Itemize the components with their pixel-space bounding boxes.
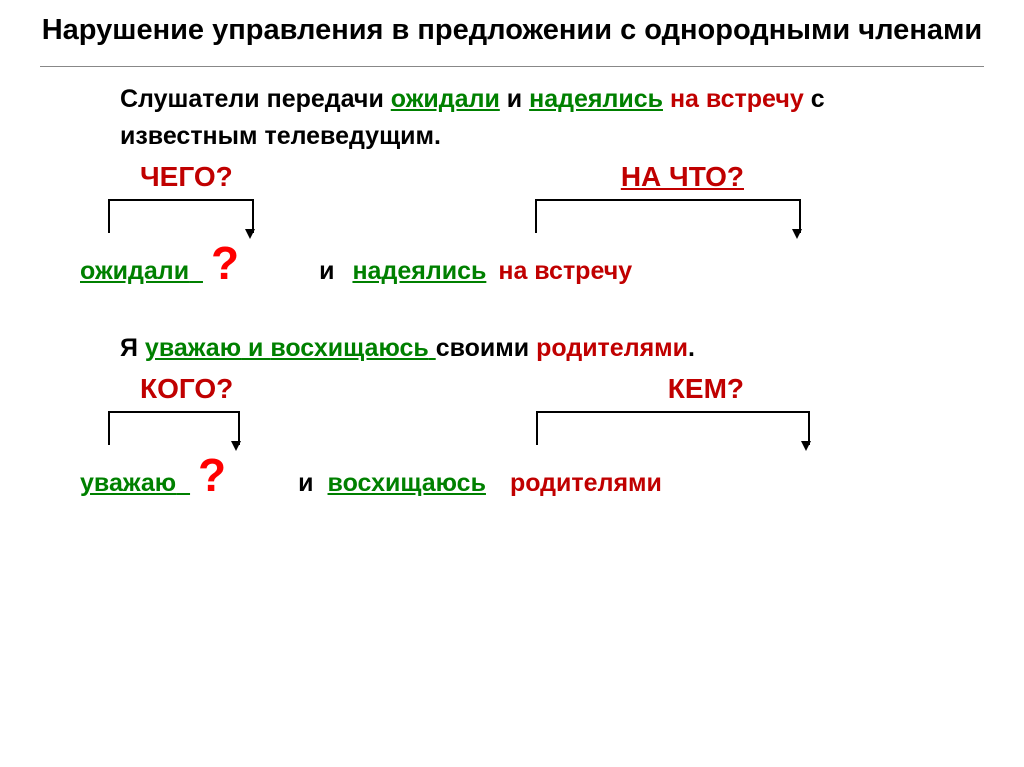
a1-v1: ожидали (80, 257, 189, 286)
qmark-icon-2: ? (198, 457, 226, 494)
arrow-row-1 (80, 193, 944, 245)
ex1-obj: на встречу (670, 85, 804, 113)
example-1: Слушатели передачи ожидали и надеялись н… (0, 71, 1024, 160)
arrowhead-1b (792, 229, 802, 239)
q1-left: ЧЕГО? (140, 160, 233, 194)
slide-title: Нарушение управления в предложении с одн… (0, 0, 1024, 58)
space (663, 85, 670, 113)
a2-v2: восхищаюсь (328, 469, 486, 498)
q1-right: НА ЧТО? (621, 160, 744, 194)
bracket-1a (108, 199, 254, 233)
qmark-icon-1: ? (211, 245, 239, 282)
arrowhead-1a (245, 229, 255, 239)
a2-conj: и (298, 469, 313, 498)
bracket-1b (535, 199, 801, 233)
question-row-2: КОГО? КЕМ? (0, 372, 1024, 406)
ex2-obj: родителями (536, 334, 688, 362)
ex1-part1: Слушатели передачи (120, 85, 391, 113)
a2-v1: уважаю (80, 469, 176, 498)
analysis-row-1: ожидали ? и надеялись на встречу (0, 245, 1024, 286)
ex2-v1: уважаю (145, 334, 241, 362)
ex2-v2: восхищаюсь (270, 334, 428, 362)
a1-obj: на встречу (498, 257, 632, 286)
ex1-verb2: надеялись (529, 85, 663, 113)
q2-right: КЕМ? (668, 372, 744, 406)
a2-pad (176, 469, 190, 498)
ex2-dot: . (688, 334, 695, 362)
a1-conj: и (319, 257, 334, 286)
ex1-verb1: ожидали (391, 85, 500, 113)
arrowhead-2a (231, 441, 241, 451)
q2-left: КОГО? (140, 372, 233, 406)
a1-pad (189, 257, 203, 286)
ex2-part2: своими (436, 334, 536, 362)
arrow-row-2 (80, 405, 944, 457)
ex1-conj: и (500, 85, 529, 113)
ex2-part1: Я (120, 334, 145, 362)
arrowhead-2b (801, 441, 811, 451)
ex2-conj: и (241, 334, 270, 362)
a2-obj: родителями (510, 469, 662, 498)
example-2: Я уважаю и восхищаюсь своими родителями. (0, 326, 1024, 372)
divider (40, 66, 984, 67)
a1-v2: надеялись (352, 257, 486, 286)
question-row-1: ЧЕГО? НА ЧТО? (0, 160, 1024, 194)
ex2-sp (429, 334, 436, 362)
analysis-row-2: уважаю ? и восхищаюсь родителями (0, 457, 1024, 498)
bracket-2a (108, 411, 240, 445)
bracket-2b (536, 411, 810, 445)
